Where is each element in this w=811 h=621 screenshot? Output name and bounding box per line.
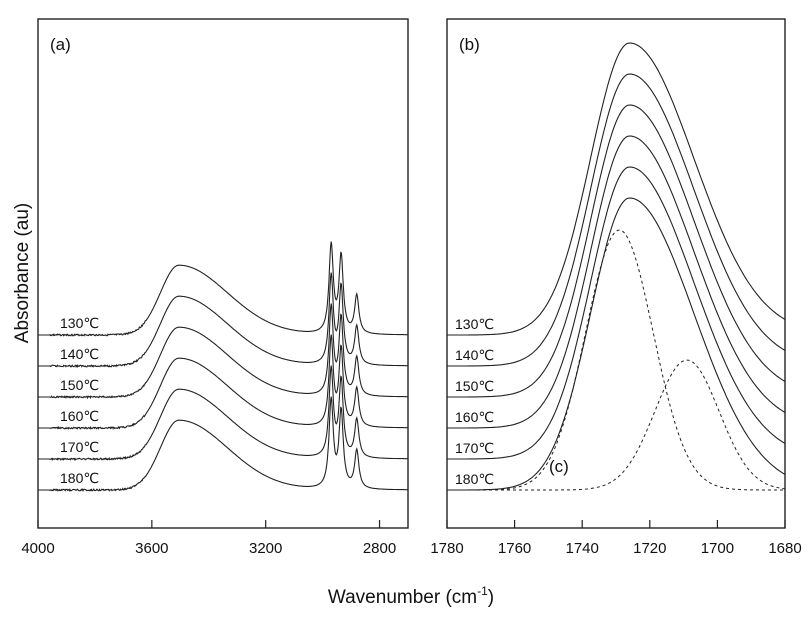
panel-b-component-1 [447, 360, 785, 490]
panel-b-x-tick-label-2: 1740 [566, 540, 599, 557]
panel-a-curve-label-2: 150℃ [60, 377, 99, 393]
panel-b-frame [447, 19, 785, 528]
panel-a-curve-label-4: 170℃ [60, 439, 99, 455]
panel-b-spectrum-2 [447, 105, 785, 397]
panel-b-x-tick-label-1: 1760 [498, 540, 531, 557]
panel-a-curve-label-0: 130℃ [60, 315, 99, 331]
panel-a-curve-label-3: 160℃ [60, 408, 99, 424]
panel-b-spectrum-5 [447, 198, 785, 490]
panel-b-component-0 [447, 230, 785, 490]
panel-b-curve-label-2: 150℃ [455, 378, 494, 394]
panel-a-curve-label-1: 140℃ [60, 346, 99, 362]
panel-b-spectrum-0 [447, 43, 785, 335]
panel-a-x-tick-label-2: 3200 [249, 540, 282, 557]
panel-a-plot: 4000 3600 3200 2800 130℃ 140℃ 150℃ 160℃ 170℃ 180℃ [21, 242, 408, 557]
panel-a-x-tick-label-0: 4000 [21, 540, 54, 557]
panel-b-curve-label-4: 170℃ [455, 440, 494, 456]
panel-b-deconvolution-label: (c) [549, 457, 569, 476]
y-axis-label: Absorbance (au) [12, 203, 33, 343]
panel-b-x-tick-label-5: 1680 [768, 540, 801, 557]
x-axis-label-close: ) [488, 587, 494, 608]
panel-b-label: (b) [459, 35, 480, 54]
panel-b-x-tick-label-0: 1780 [430, 540, 463, 557]
panel-b-curve-label-1: 140℃ [455, 347, 494, 363]
panel-a-x-tick-label-1: 3600 [135, 540, 168, 557]
panel-a-curve-label-5: 180℃ [60, 470, 99, 486]
panel-b-plot: 1780 1760 1740 1720 1700 1680 130℃ 140℃ 150℃ 160℃… [430, 43, 801, 557]
panel-a-x-tick-label-3: 2800 [363, 540, 396, 557]
panel-a-label: (a) [50, 35, 71, 54]
panel-b-curve-label-0: 130℃ [455, 316, 494, 332]
panel-b-spectrum-3 [447, 136, 785, 428]
panel-b-spectrum-4 [447, 167, 785, 459]
panel-b-curve-label-3: 160℃ [455, 409, 494, 425]
x-axis-label-superscript: -1 [477, 584, 488, 598]
panel-b-curve-label-5: 180℃ [455, 471, 494, 487]
panel-b-x-tick-label-4: 1700 [701, 540, 734, 557]
panel-b-spectrum-1 [447, 74, 785, 366]
x-axis-label-main: Wavenumber (cm [328, 587, 477, 608]
x-axis-label: Wavenumber (cm-1) [328, 584, 494, 608]
panel-b-x-tick-label-3: 1720 [633, 540, 666, 557]
